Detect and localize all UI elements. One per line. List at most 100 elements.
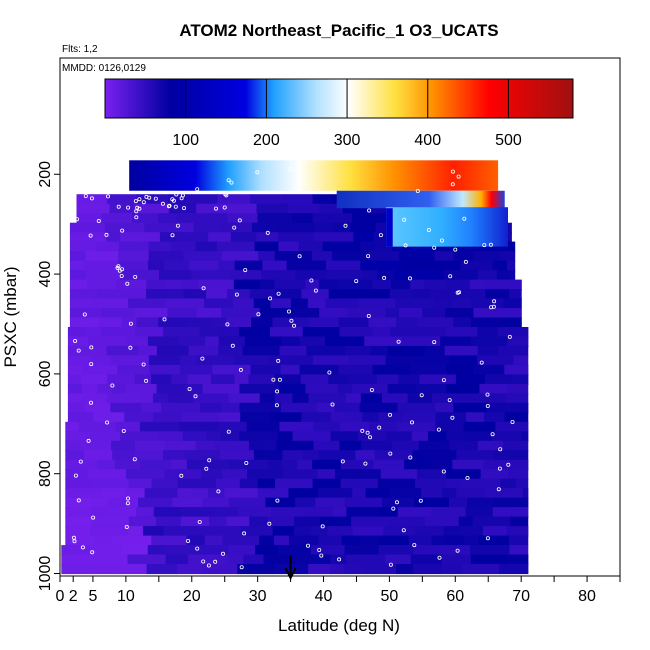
- sample-point: [450, 415, 455, 420]
- field-cell: [446, 478, 463, 490]
- sample-point: [201, 286, 206, 291]
- sample-point: [226, 429, 231, 434]
- sample-point: [193, 394, 198, 399]
- sample-point: [200, 356, 205, 361]
- sample-point: [403, 243, 408, 248]
- field-cell: [289, 535, 319, 547]
- field-cell: [200, 402, 222, 414]
- sample-point: [175, 223, 180, 228]
- field-cell: [385, 308, 400, 319]
- field-cell: [280, 402, 318, 414]
- field-cell: [344, 545, 380, 556]
- field-cell: [239, 402, 264, 414]
- field-cell: [417, 469, 447, 480]
- blob-edge: [386, 208, 393, 247]
- sample-point: [317, 548, 322, 553]
- field-cell: [503, 298, 522, 310]
- field-cell: [67, 336, 89, 348]
- field-cell: [135, 450, 164, 461]
- sample-point: [89, 196, 94, 201]
- field-cell: [188, 345, 219, 357]
- field-cell: [410, 554, 443, 566]
- field-cell: [93, 412, 125, 423]
- field-cell: [337, 383, 353, 395]
- arrow-head: [284, 567, 297, 581]
- field-cell: [270, 327, 304, 338]
- sample-point: [120, 267, 125, 272]
- sample-point: [239, 565, 244, 570]
- sample-point: [119, 273, 124, 278]
- field-cell: [355, 450, 376, 461]
- field-cell: [180, 516, 210, 528]
- field-cell: [220, 222, 253, 234]
- field-cell: [369, 421, 398, 433]
- y-tick-label: 800: [37, 460, 54, 487]
- field-cell: [206, 289, 228, 300]
- field-cell: [262, 402, 282, 414]
- sample-point: [132, 457, 137, 462]
- field-cell: [295, 554, 331, 566]
- field-cell: [181, 507, 216, 518]
- field-cell: [477, 270, 498, 281]
- sample-point: [230, 343, 235, 348]
- field-cell: [508, 469, 529, 480]
- field-cell: [282, 450, 304, 461]
- sample-point: [412, 543, 417, 548]
- field-cell: [202, 383, 241, 395]
- field-cell: [222, 535, 260, 547]
- field-cell: [233, 279, 261, 291]
- field-cell: [365, 488, 391, 499]
- field-cell: [65, 421, 80, 433]
- field-cell: [509, 535, 529, 547]
- field-cell: [348, 355, 387, 366]
- field-cell: [491, 431, 522, 442]
- colorbar-tick-label: 400: [414, 132, 441, 149]
- sample-point: [220, 551, 225, 556]
- field-cell: [503, 440, 529, 452]
- field-cell: [409, 364, 447, 376]
- field-cell: [117, 564, 148, 575]
- field-cell: [492, 507, 516, 518]
- field-cell: [429, 289, 452, 300]
- sample-point: [426, 227, 431, 232]
- sample-point: [173, 204, 178, 209]
- sample-point: [456, 174, 461, 179]
- field-cell: [166, 279, 184, 291]
- sample-point: [439, 238, 444, 243]
- sample-point: [432, 245, 437, 250]
- field-cell: [346, 554, 386, 566]
- field-cell: [312, 459, 342, 471]
- y-axis: 200 400 600 800 1000: [37, 161, 60, 591]
- field-cell: [118, 251, 150, 262]
- field-cell: [280, 364, 301, 376]
- field-cell: [377, 374, 400, 385]
- field-cell: [473, 251, 500, 262]
- sample-point: [238, 367, 243, 372]
- field-cell: [334, 402, 361, 414]
- field-cell: [445, 308, 474, 319]
- field-cell: [515, 507, 529, 518]
- field-cell: [278, 383, 307, 395]
- field-cell: [387, 345, 426, 357]
- sample-point: [232, 225, 237, 230]
- sample-point: [128, 345, 133, 350]
- field-cell: [138, 497, 173, 509]
- sample-point: [73, 473, 78, 478]
- sample-point: [213, 559, 218, 564]
- sample-point: [437, 555, 442, 560]
- field-cell: [141, 402, 162, 414]
- field-cell: [443, 526, 460, 537]
- field-cell: [397, 421, 436, 433]
- field-cell: [426, 450, 457, 461]
- field-cell: [234, 355, 269, 366]
- field-cell: [132, 213, 159, 224]
- field-cell: [415, 478, 447, 490]
- field-cell: [397, 402, 436, 414]
- field-cell: [431, 507, 467, 518]
- field-cell: [465, 507, 480, 518]
- field-cell: [219, 450, 255, 461]
- sample-point: [135, 205, 140, 210]
- field-cell: [470, 336, 508, 348]
- sample-point: [382, 275, 387, 280]
- field-cell: [352, 213, 371, 224]
